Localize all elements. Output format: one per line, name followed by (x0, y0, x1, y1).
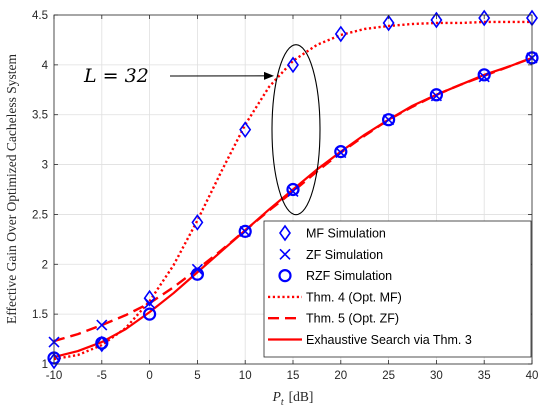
legend-symbol-zf-simulation-stroke-b (279, 248, 291, 260)
x-tick-label: 40 (526, 370, 539, 382)
data-point-zf-simulation (144, 297, 156, 309)
legend-symbol-zf-simulation (279, 248, 291, 260)
legend: MF Simulation ZF Simulation RZF Simulation… (263, 220, 532, 358)
data-point-rzf-simulation (477, 68, 491, 82)
y-tick-label: 1.5 (32, 309, 48, 321)
data-point-mf-simulation (334, 25, 347, 43)
legend-item-thm-4-opt-mf: Thm. 4 (Opt. MF) (268, 290, 402, 304)
data-point-zf-simulation-stroke-b (144, 297, 156, 309)
tick-labels: -10 -5 0 5 10 15 20 25 30 35 40 1 1.5 2 2.5 3 3.5 4 4.5 (32, 10, 538, 382)
x-tick-label: 5 (194, 370, 200, 382)
y-tick-label: 2.5 (32, 209, 48, 221)
x-axis-title: Pt [dB] (272, 389, 314, 407)
data-point-mf-simulation (287, 56, 299, 74)
series-mf-simulation (48, 9, 538, 370)
legend-label-zf-simulation: ZF Simulation (306, 248, 383, 262)
x-axis-title-unit: [dB] (289, 389, 314, 404)
legend-item-mf-simulation: MF Simulation (279, 224, 386, 242)
data-point-rzf-simulation (382, 113, 396, 127)
data-point-rzf-simulation (429, 88, 443, 102)
y-tick-label: 3.5 (32, 110, 48, 122)
legend-box (263, 220, 532, 358)
data-point-rzf-simulation (190, 267, 204, 281)
legend-symbol-rzf-simulation (278, 269, 292, 283)
y-tick-label: 4.5 (32, 10, 48, 22)
legend-item-rzf-simulation: RZF Simulation (278, 269, 392, 283)
data-point-mf-simulation (48, 352, 60, 370)
legend-label-rzf-simulation: RZF Simulation (306, 269, 392, 283)
legend-label-thm-4-opt-mf: Thm. 4 (Opt. MF) (306, 290, 402, 304)
x-tick-label: -5 (97, 370, 107, 382)
data-point-mf-simulation (191, 214, 204, 231)
x-tick-label: -10 (46, 370, 63, 382)
x-tick-label: 25 (382, 370, 395, 382)
y-tick-label: 4 (42, 60, 49, 72)
x-tick-label: 15 (287, 370, 300, 382)
x-tick-label: 30 (430, 370, 443, 382)
legend-label-mf-simulation: MF Simulation (306, 227, 386, 241)
series-line-thm-5-opt-zf (53, 56, 533, 343)
x-tick-label: 0 (146, 370, 152, 382)
data-point-rzf-simulation (238, 224, 252, 238)
data-point-rzf-simulation (143, 307, 157, 321)
annotation: L = 32 (83, 44, 321, 216)
data-point-mf-simulation (95, 335, 108, 353)
x-tick-label: 10 (239, 370, 252, 382)
legend-item-exhaustive-search-via-thm-3: Exhaustive Search via Thm. 3 (268, 333, 472, 347)
x-axis-title-subscript: t (281, 397, 284, 407)
legend-symbol-mf-simulation (279, 224, 291, 242)
y-tick-label: 2 (42, 259, 48, 271)
annotation-ellipse (271, 44, 321, 216)
data-point-zf-simulation-stroke-b (96, 319, 108, 331)
data-point-mf-simulation (478, 9, 491, 27)
data-point-mf-simulation (430, 11, 443, 29)
series-line-exhaustive-search-via-thm-3 (53, 56, 533, 359)
ticks (53, 14, 533, 365)
y-axis-title: Effective Gain Over Optimized Cacheless … (4, 53, 19, 324)
data-point-mf-simulation (143, 289, 156, 307)
data-point-rzf-simulation (334, 145, 348, 159)
legend-item-zf-simulation: ZF Simulation (279, 248, 383, 262)
y-tick-label: 3 (42, 160, 48, 172)
data-point-rzf-simulation (95, 336, 109, 350)
x-axis-title-main: P (272, 389, 281, 404)
data-point-mf-simulation (239, 121, 252, 139)
data-point-zf-simulation (96, 319, 108, 331)
data-point-rzf-simulation (286, 182, 300, 197)
x-tick-label: 35 (478, 370, 491, 382)
legend-label-exhaustive-search-via-thm-3: Exhaustive Search via Thm. 3 (306, 333, 472, 347)
y-tick-label: 1 (42, 359, 48, 371)
series-line-thm-4-opt-mf (53, 20, 532, 361)
legend-label-thm-5-opt-zf: Thm. 5 (Opt. ZF) (306, 312, 399, 326)
data-point-mf-simulation (382, 14, 395, 32)
annotation-label: L = 32 (83, 65, 149, 87)
annotation-arrowhead (264, 71, 274, 80)
legend-item-thm-5-opt-zf: Thm. 5 (Opt. ZF) (268, 312, 399, 326)
x-tick-label: 20 (334, 370, 347, 382)
